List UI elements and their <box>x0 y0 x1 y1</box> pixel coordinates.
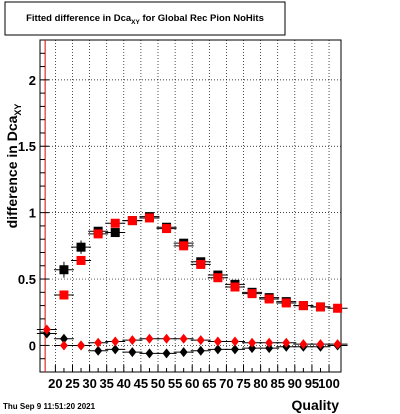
data-point-square <box>93 229 103 239</box>
x-tick-label: 45 <box>134 376 148 391</box>
data-point-square <box>281 298 291 308</box>
x-tick-label: 30 <box>82 376 96 391</box>
data-point-diamond <box>196 335 205 346</box>
data-point-square <box>315 302 325 312</box>
data-point-square <box>247 289 257 299</box>
x-tick-label: 25 <box>65 376 79 391</box>
data-point-diamond <box>316 339 325 350</box>
data-point-diamond <box>333 339 342 350</box>
plot-frame <box>39 39 342 373</box>
x-tick-label: 70 <box>219 376 233 391</box>
grid <box>40 40 341 372</box>
data-point-square <box>144 213 154 223</box>
chart-title: Fitted difference in DcaXY for Global Re… <box>26 13 264 26</box>
data-point-square <box>110 228 120 238</box>
y-tick-label: 0.5 <box>18 272 36 287</box>
data-point-diamond <box>179 347 188 358</box>
data-point-diamond <box>230 344 239 355</box>
data-point-diamond <box>213 336 222 347</box>
x-tick-label: 60 <box>185 376 199 391</box>
y-tick-label: 1 <box>29 206 36 221</box>
x-tick-label: 90 <box>288 376 302 391</box>
data-point-diamond <box>179 333 188 344</box>
data-point-diamond <box>162 333 171 344</box>
data-point-diamond <box>111 336 120 347</box>
chart-title-subscript: XY <box>131 19 140 26</box>
data-point-diamond <box>145 333 154 344</box>
data-point-square <box>59 265 69 275</box>
data-point-diamond <box>265 343 274 354</box>
y-tick-label: 2 <box>29 73 36 88</box>
data-point-diamond <box>282 337 291 348</box>
data-layer <box>36 212 348 359</box>
x-tick-label: 100 <box>318 376 340 391</box>
data-point-diamond <box>145 348 154 359</box>
footer-date: Thu Sep 9 11:51:20 2021 <box>3 402 96 411</box>
x-tick-label: 65 <box>202 376 216 391</box>
y-axis-label-subscript: XY <box>13 104 23 116</box>
data-point-diamond <box>162 348 171 359</box>
x-tick-label: 80 <box>253 376 267 391</box>
data-point-square <box>196 259 206 269</box>
data-point-square <box>76 242 86 252</box>
data-point-square <box>110 218 120 228</box>
data-point-square <box>264 294 274 304</box>
data-point-diamond <box>94 345 103 356</box>
data-point-square <box>162 224 172 234</box>
data-point-diamond <box>59 340 68 351</box>
data-point-diamond <box>128 347 137 358</box>
x-tick-label: 20 <box>48 376 62 391</box>
data-point-square <box>59 290 69 300</box>
series-3 <box>36 324 348 351</box>
data-point-diamond <box>213 344 222 355</box>
x-tick-label: 55 <box>168 376 182 391</box>
data-point-diamond <box>265 337 274 348</box>
data-point-square <box>76 255 86 265</box>
data-point-diamond <box>248 337 257 348</box>
data-point-square <box>298 301 308 311</box>
data-point-square <box>213 273 223 283</box>
x-tick-label: 95 <box>305 376 319 391</box>
x-axis-label: Quality <box>292 397 340 413</box>
data-point-diamond <box>42 324 51 335</box>
data-point-square <box>179 241 189 251</box>
y-tick-label: 0 <box>29 338 36 353</box>
data-point-diamond <box>77 340 86 351</box>
x-tick-label: 75 <box>236 376 250 391</box>
x-tick-label: 85 <box>270 376 284 391</box>
x-tick-label: 50 <box>151 376 165 391</box>
y-axis-label: difference in DcaXY <box>4 104 23 229</box>
data-point-square <box>333 303 343 313</box>
data-point-diamond <box>111 344 120 355</box>
data-point-diamond <box>94 337 103 348</box>
axes: 20 25 30 35 40 45 50 55 60 65 70 75 80 85 90 95 100 0 0.5 1… <box>18 52 340 391</box>
data-point-diamond <box>299 339 308 350</box>
title-box <box>4 1 286 36</box>
data-point-diamond <box>196 345 205 356</box>
data-point-diamond <box>248 343 257 354</box>
data-point-square <box>127 216 137 226</box>
series-1 <box>53 213 348 313</box>
data-point-diamond <box>230 336 239 347</box>
x-tick-label: 35 <box>99 376 113 391</box>
y-tick-label: 1.5 <box>18 139 36 154</box>
data-point-diamond <box>59 333 68 344</box>
data-point-square <box>230 282 240 292</box>
data-point-diamond <box>128 335 137 346</box>
x-tick-label: 40 <box>117 376 131 391</box>
